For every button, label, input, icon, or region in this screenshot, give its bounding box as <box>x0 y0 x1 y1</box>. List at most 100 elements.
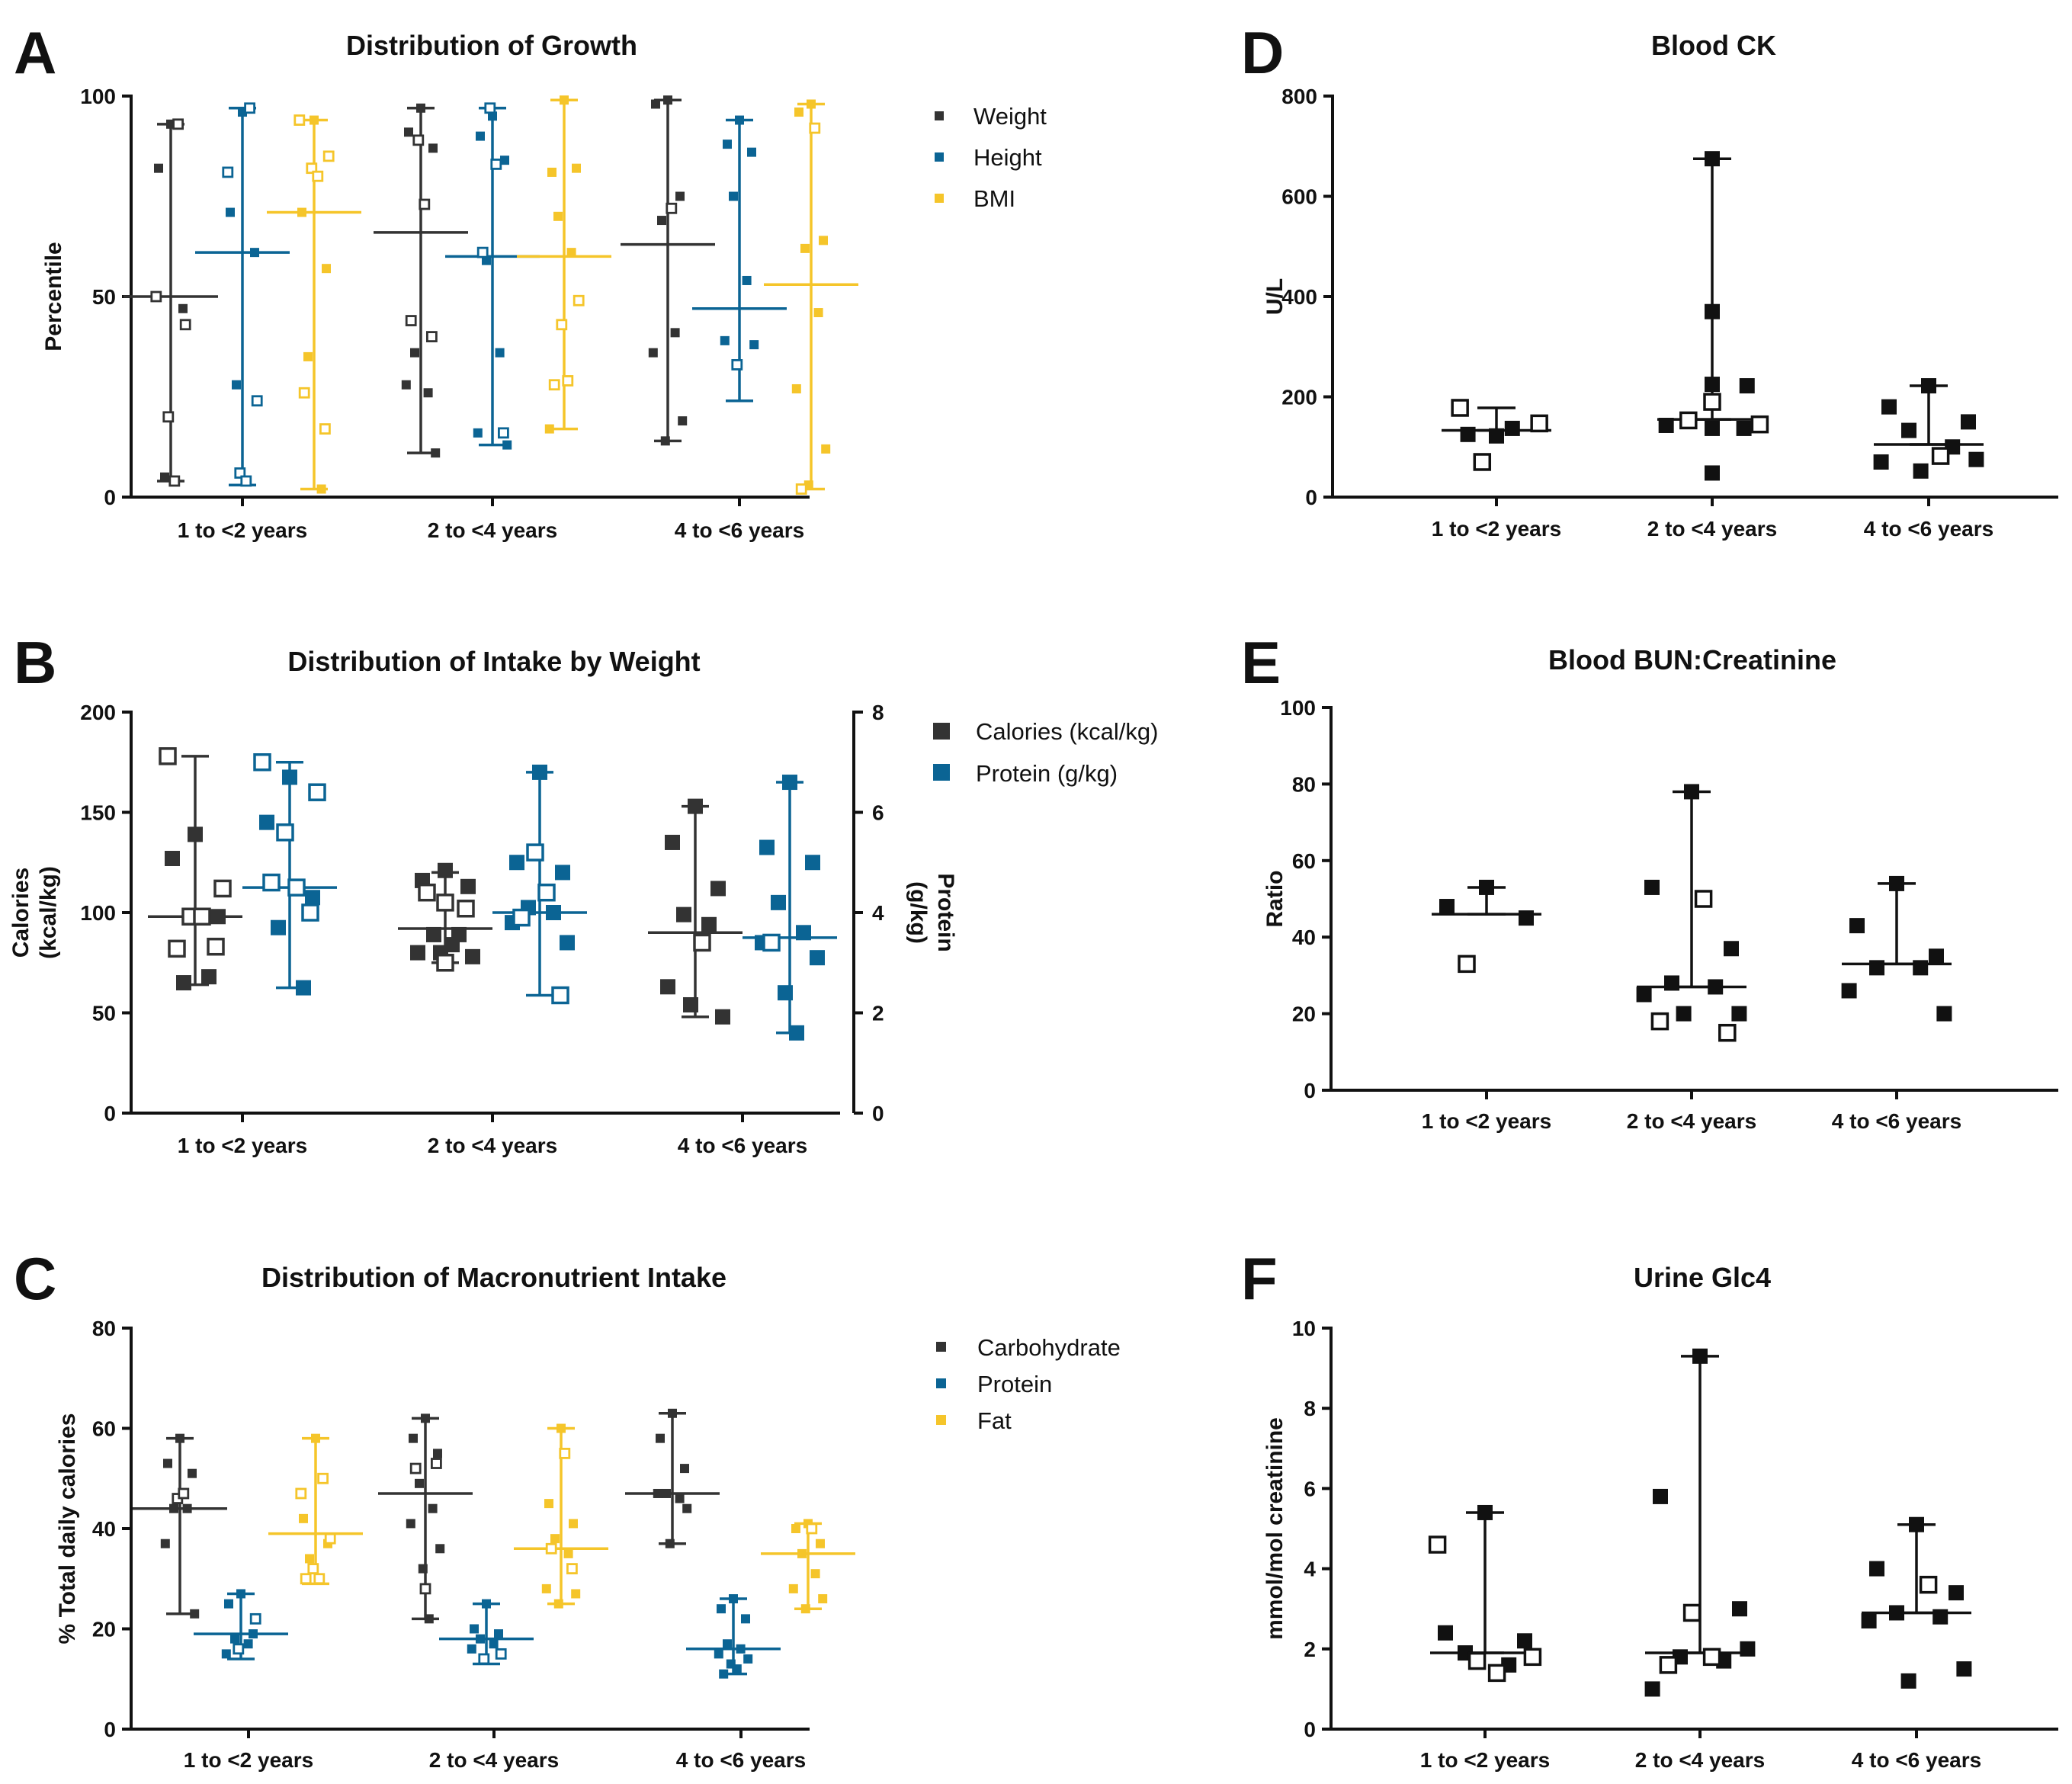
point-filled-height-4-to-6-years <box>729 191 738 201</box>
point-filled-carbohydrate-1-to-2-years <box>182 1503 192 1513</box>
y-tick-label: 0 <box>104 1102 116 1125</box>
point-filled-height-2-to-4-years <box>476 131 485 141</box>
y2-axis-label-line: (g/kg) <box>906 881 931 944</box>
point-filled-blood-bun-creatinine-1-to-2-years <box>1439 899 1455 915</box>
point-filled-protein-g-kg-4-to-6-years <box>796 925 811 941</box>
point-open-bmi-4-to-6-years <box>795 483 807 495</box>
point-filled-blood-bun-creatinine-4-to-6-years <box>1889 875 1904 891</box>
panel-c-plot: 0 20 40 60 80 1 to <2 years 2 to <4 years 4 to … <box>55 1317 855 1772</box>
y2-axis-label-line: Protein <box>933 873 958 951</box>
point-filled-calories-kcal-kg-2-to-4-years <box>410 945 425 961</box>
x-tick-label: 4 to <6 years <box>1832 1109 1961 1133</box>
point-filled-urine-glc4-1-to-2-years <box>1438 1625 1453 1641</box>
y-tick-label: 2 <box>1304 1638 1316 1661</box>
legend-carbohydrate-label: Carbohydrate <box>977 1334 1121 1361</box>
point-filled-fat-2-to-4-years <box>550 1534 560 1544</box>
point-open-protein-1-to-2-years <box>233 1643 245 1655</box>
point-open-weight-4-to-6-years <box>666 202 678 214</box>
point-filled-fat-4-to-6-years <box>791 1524 800 1533</box>
point-filled-urine-glc4-1-to-2-years <box>1517 1633 1532 1649</box>
point-filled-height-1-to-2-years <box>226 207 235 217</box>
point-filled-fat-2-to-4-years <box>541 1583 551 1593</box>
point-filled-blood-bun-creatinine-1-to-2-years <box>1479 879 1494 895</box>
y-axis-label-line: U/L <box>1262 278 1288 315</box>
point-filled-protein-4-to-6-years <box>723 1639 732 1649</box>
point-open-blood-ck-2-to-4-years <box>1703 393 1721 411</box>
panel-b-legend: Calories (kcal/kg) Protein (g/kg) <box>933 718 1158 787</box>
point-filled-bmi-1-to-2-years <box>303 351 313 361</box>
point-filled-blood-bun-creatinine-4-to-6-years <box>1841 983 1857 999</box>
x-tick-label: 2 to <4 years <box>428 1134 557 1157</box>
y-tick-label: 80 <box>92 1317 116 1340</box>
point-filled-calories-kcal-kg-4-to-6-years <box>683 996 698 1012</box>
panel-a-legend: Weight Height BMI <box>935 103 1047 212</box>
panel-letter-e: E <box>1241 629 1281 696</box>
point-filled-urine-glc4-4-to-6-years <box>1900 1673 1916 1689</box>
point-filled-protein-g-kg-2-to-4-years <box>555 865 570 881</box>
panel-letter-d: D <box>1241 19 1284 86</box>
y-axis-label: Calories (kcal/kg) <box>8 866 61 959</box>
point-filled-protein-g-kg-1-to-2-years <box>305 890 320 906</box>
x-tick-label: 4 to <6 years <box>1852 1748 1981 1772</box>
point-filled-blood-ck-4-to-6-years <box>1873 454 1889 470</box>
point-filled-blood-bun-creatinine-4-to-6-years <box>1913 960 1929 976</box>
point-filled-blood-bun-creatinine-2-to-4-years <box>1708 979 1724 995</box>
y-tick-label: 40 <box>1292 926 1316 949</box>
point-filled-fat-4-to-6-years <box>797 1548 807 1558</box>
point-open-calories-kcal-kg-1-to-2-years <box>213 879 232 898</box>
y-tick-label: 80 <box>1292 772 1316 796</box>
point-open-weight-1-to-2-years <box>172 118 184 130</box>
legend-weight-swatch <box>935 111 944 120</box>
point-filled-protein-1-to-2-years <box>236 1589 245 1599</box>
point-filled-fat-1-to-2-years <box>311 1433 320 1443</box>
point-open-bmi-1-to-2-years <box>298 387 310 399</box>
y2-tick-label: 6 <box>872 801 884 825</box>
point-open-height-2-to-4-years <box>498 427 509 439</box>
point-open-calories-kcal-kg-1-to-2-years <box>159 747 177 765</box>
point-filled-urine-glc4-4-to-6-years <box>1932 1609 1949 1625</box>
point-filled-bmi-4-to-6-years <box>821 444 831 454</box>
point-filled-calories-kcal-kg-2-to-4-years <box>426 926 441 942</box>
point-open-calories-kcal-kg-2-to-4-years <box>457 899 475 918</box>
point-filled-blood-bun-creatinine-2-to-4-years <box>1636 987 1652 1003</box>
point-open-urine-glc4-4-to-6-years <box>1919 1575 1938 1594</box>
point-filled-protein-2-to-4-years <box>489 1639 499 1649</box>
point-filled-carbohydrate-4-to-6-years <box>680 1464 689 1474</box>
point-filled-calories-kcal-kg-1-to-2-years <box>188 826 203 842</box>
point-filled-height-2-to-4-years <box>482 255 491 265</box>
y-tick-label: 100 <box>1280 696 1316 720</box>
point-open-bmi-2-to-4-years <box>573 294 585 306</box>
panel-f-title: Urine Glc4 <box>1634 1262 1771 1293</box>
point-open-fat-2-to-4-years <box>559 1447 571 1459</box>
panel-e-plot: 0 20 40 60 80 100 1 to <2 years 2 to <4 years 4 … <box>1262 696 2058 1133</box>
point-open-height-4-to-6-years <box>731 359 743 371</box>
point-filled-protein-g-kg-1-to-2-years <box>259 814 274 830</box>
point-open-bmi-1-to-2-years <box>322 150 335 162</box>
point-open-blood-ck-1-to-2-years <box>1473 453 1492 471</box>
point-filled-carbohydrate-2-to-4-years <box>406 1519 415 1529</box>
y-axis-label-line: Percentile <box>41 242 66 351</box>
x-tick-label: 2 to <4 years <box>429 1748 559 1772</box>
point-open-height-1-to-2-years <box>240 475 252 487</box>
y-tick-label: 150 <box>80 801 116 825</box>
point-filled-protein-g-kg-2-to-4-years <box>560 935 575 951</box>
point-filled-weight-2-to-4-years <box>401 380 411 390</box>
point-filled-protein-2-to-4-years <box>494 1629 503 1639</box>
point-open-protein-g-kg-2-to-4-years <box>526 843 544 862</box>
y-tick-label: 20 <box>92 1618 116 1641</box>
point-filled-carbohydrate-2-to-4-years <box>424 1614 434 1624</box>
point-open-weight-1-to-2-years <box>150 290 162 303</box>
point-filled-fat-4-to-6-years <box>810 1569 820 1579</box>
y-tick-label: 0 <box>1305 486 1317 509</box>
point-filled-protein-4-to-6-years <box>743 1654 753 1664</box>
point-filled-urine-glc4-4-to-6-years <box>1889 1605 1904 1621</box>
point-filled-fat-4-to-6-years <box>788 1583 798 1593</box>
point-filled-weight-4-to-6-years <box>678 416 688 426</box>
point-filled-height-2-to-4-years <box>502 440 512 450</box>
point-filled-urine-glc4-4-to-6-years <box>1861 1612 1877 1628</box>
point-filled-weight-2-to-4-years <box>410 348 419 358</box>
point-open-bmi-1-to-2-years <box>319 423 331 435</box>
point-open-fat-1-to-2-years <box>295 1487 307 1500</box>
point-filled-blood-ck-2-to-4-years <box>1705 151 1720 167</box>
y-tick-label: 0 <box>104 1718 116 1741</box>
